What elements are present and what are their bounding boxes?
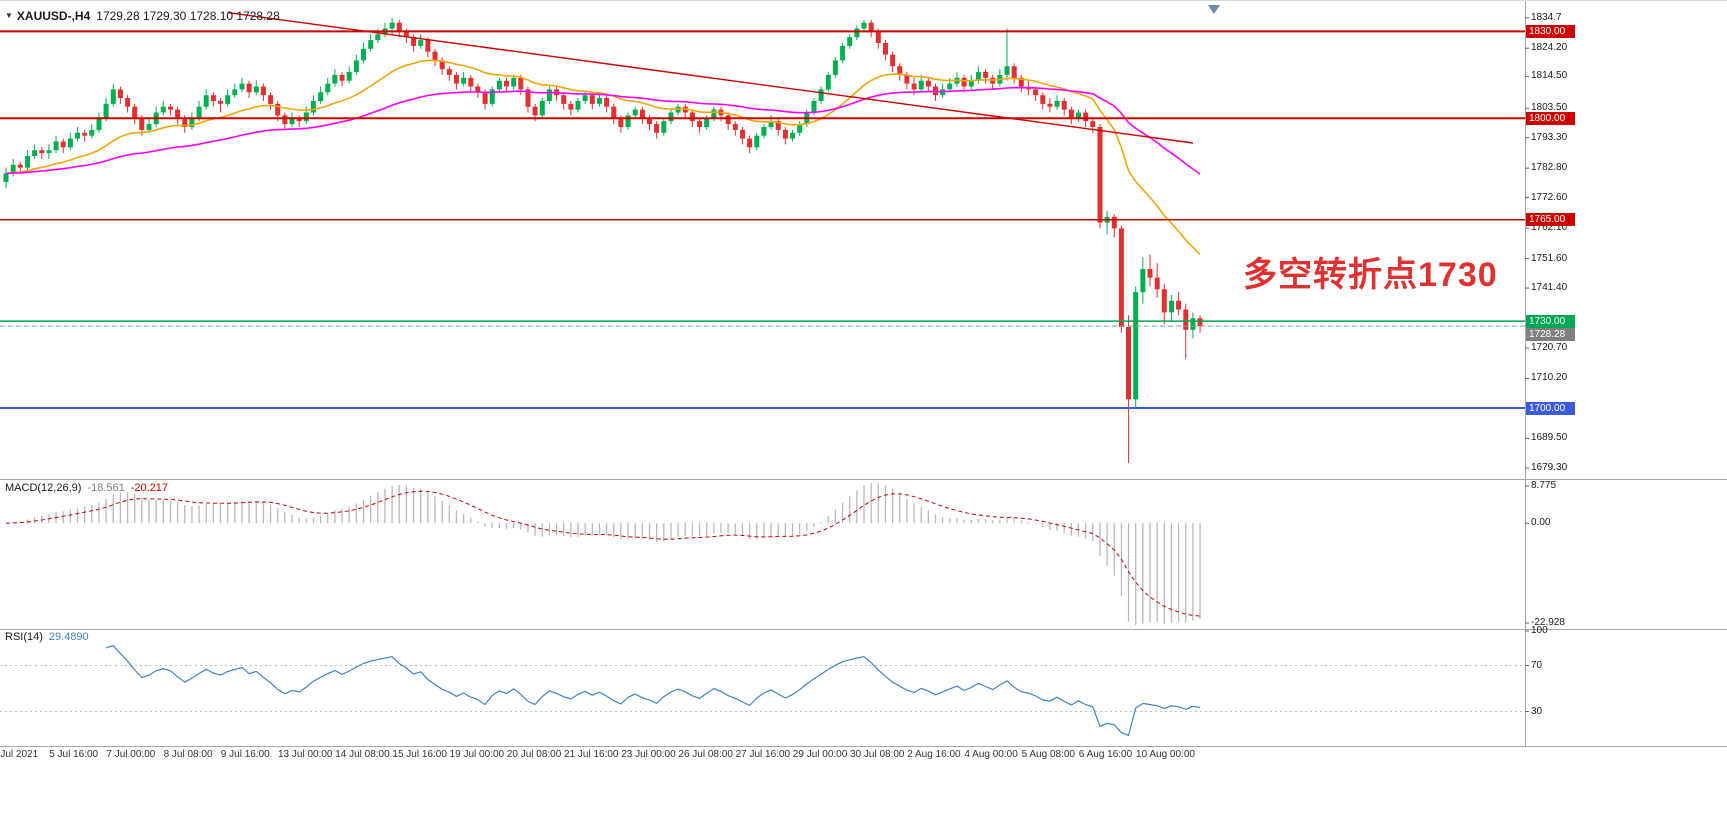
price-scale-label: 1741.40: [1531, 282, 1568, 294]
macd-scale-min: -22.928: [1531, 617, 1565, 628]
time-axis-label: 27 Jul 16:00: [735, 749, 791, 760]
rsi-name: RSI(14): [5, 631, 43, 643]
time-axis-label: 14 Jul 08:00: [335, 749, 390, 760]
moving-averages-layer: [5, 59, 1201, 255]
rsi-scale-30: 30: [1531, 705, 1543, 717]
rsi-value: 29.4890: [48, 631, 89, 643]
time-axis-label: 26 Jul 08:00: [678, 749, 733, 760]
ohlc-values: 1729.28 1729.30 1728.10 1728.28: [96, 9, 280, 23]
time-axis-label: 5 Aug 08:00: [1021, 749, 1075, 760]
price-scale-label: 1803.50: [1531, 102, 1568, 114]
time-axis-label: 9 Jul 16:00: [220, 749, 270, 760]
time-axis-label: 7 Jul 00:00: [106, 749, 156, 760]
price-scale-label: 1834.7: [1531, 11, 1562, 23]
macd-signal-value: -20.217: [130, 482, 169, 494]
chart-symbol-ohlc: ▼ XAUUSD-,H4 1729.28 1729.30 1728.10 1728.…: [5, 9, 280, 23]
macd-scale-zero: 0.00: [1531, 517, 1551, 529]
rsi-scale-70: 70: [1531, 659, 1543, 671]
price-scale-label: 1751.60: [1531, 252, 1568, 264]
price-scale-label: 1824.20: [1531, 42, 1568, 54]
price-badge-1700.00: 1700.00: [1526, 401, 1575, 415]
time-axis-label: 23 Jul 00:00: [621, 749, 676, 760]
ma-slow-line: [5, 86, 1201, 175]
price-scale-label: 1782.80: [1531, 162, 1568, 174]
ma-fast-line: [5, 59, 1201, 255]
price-scale-label: 1762.10: [1531, 222, 1568, 234]
price-badge-1765.00: 1765.00: [1526, 213, 1575, 227]
time-axis-label: 15 Jul 16:00: [392, 749, 447, 760]
time-axis-label: 13 Jul 00:00: [278, 749, 333, 760]
macd-scale-max: 8.775: [1531, 480, 1557, 491]
price-scale-label: 1689.50: [1531, 432, 1568, 444]
time-axis-label: 19 Jul 00:00: [449, 749, 505, 760]
time-axis-label: 30 Jul 08:00: [850, 749, 905, 760]
time-axis-label: 2 Jul 2021: [0, 749, 39, 760]
price-badge-1730.00: 1730.00: [1526, 314, 1575, 328]
price-badge-1800.00: 1800.00: [1526, 111, 1575, 125]
price-scale-label: 1793.30: [1531, 131, 1568, 143]
chart-symbol-icon: ▼: [5, 11, 13, 20]
trendline[interactable]: [227, 11, 1193, 144]
panel-separators: [0, 1, 1727, 747]
macd-indicator-label: MACD(12,26,9) -18.561 -20.217: [5, 482, 168, 494]
price-scale-label: 1772.60: [1531, 191, 1568, 203]
price-scale-label: 1814.50: [1531, 70, 1568, 82]
macd-histogram: [12, 483, 1201, 625]
rsi-scale-100: 100: [1531, 625, 1548, 636]
price-scale[interactable]: 1834.7 1824.20 1814.50 1803.50 1793.30 1782.8…: [1525, 1, 1727, 763]
candles-layer: [3, 17, 1203, 464]
annotation-text[interactable]: 多空转折点1730: [1243, 256, 1498, 294]
time-axis-label: 2 Aug 16:00: [907, 749, 961, 760]
symbol-label: XAUUSD-,H4: [16, 9, 91, 23]
rsi-line: [105, 644, 1201, 737]
hlines-layer: [0, 30, 1525, 409]
time-axis-label: 4 Aug 00:00: [964, 749, 1018, 760]
price-scale-label: 1710.20: [1531, 372, 1568, 384]
chart-shift-marker: [1208, 5, 1220, 14]
macd-signal-line: [5, 490, 1201, 617]
time-axis-label: 20 Jul 08:00: [506, 749, 562, 760]
time-axis-label: 10 Aug 00:00: [1136, 749, 1195, 760]
time-axis-label: 8 Jul 08:00: [163, 749, 213, 760]
macd-name: MACD(12,26,9): [5, 482, 82, 494]
time-axis-label: 6 Aug 16:00: [1078, 749, 1133, 760]
price-scale-label: 1720.70: [1531, 342, 1568, 354]
time-axis-label: 5 Jul 16:00: [49, 749, 99, 760]
time-axis[interactable]: 2 Jul 2021 5 Jul 16:00 7 Jul 00:00 8 Jul 08…: [0, 747, 1727, 763]
current-price-badge: 1728.28: [1526, 328, 1575, 342]
price-scale-label: 1679.30: [1531, 461, 1568, 473]
price-badge-1830.00: 1830.00: [1526, 24, 1575, 38]
macd-main-value: -18.561: [87, 482, 125, 494]
time-axis-label: 29 Jul 00:00: [792, 749, 848, 760]
time-axis-label: 21 Jul 16:00: [564, 749, 619, 760]
rsi-indicator-label: RSI(14) 29.4890: [5, 631, 89, 643]
